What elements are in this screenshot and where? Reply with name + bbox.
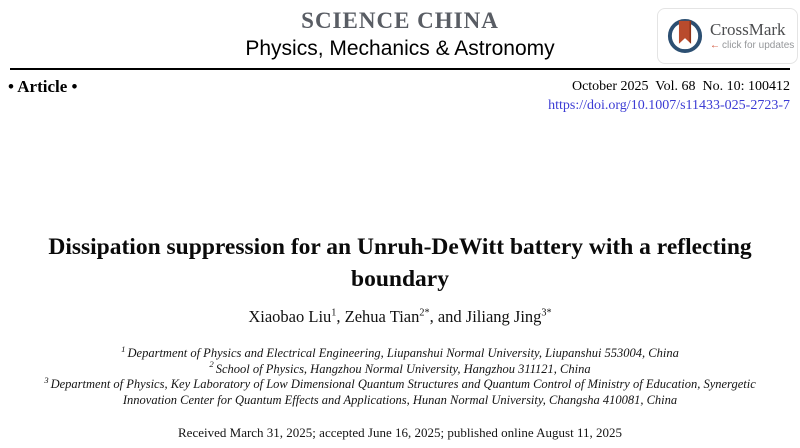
crossmark-logo-icon [666, 17, 704, 55]
author: Zehua Tian2* [344, 307, 430, 326]
authors-line: Xiaobao Liu1, Zehua Tian2*, and Jiliang … [248, 307, 552, 326]
crossmark-tagline: ← click for updates [710, 39, 795, 52]
crossmark-text: CrossMark ← click for updates [710, 19, 795, 52]
affiliation: 1 Department of Physics and Electrical En… [121, 343, 679, 360]
article-type-label: • Article • [8, 77, 78, 96]
meta-row: • Article • October 2025 Vol. 68 No. 10:… [0, 70, 800, 114]
affiliations-block: 1 Department of Physics and Electrical En… [0, 343, 800, 408]
journal-header: SCIENCE CHINA Physics, Mechanics & Astro… [0, 0, 800, 61]
crossmark-title: CrossMark [710, 19, 786, 39]
issue-info: October 2025 Vol. 68 No. 10: 100412 [571, 79, 790, 94]
header-divider [10, 68, 790, 70]
affiliation: 2 School of Physics, Hangzhou Normal Univ… [209, 359, 591, 376]
affiliation: 3 Department of Physics, Key Laboratory o… [44, 374, 756, 407]
crossmark-tagline-label: click for updates [722, 39, 795, 51]
crossmark-badge[interactable]: CrossMark ← click for updates [657, 8, 798, 64]
article-title: Dissipation suppression for an Unruh-DeW… [48, 234, 752, 292]
journal-name: SCIENCE CHINA [301, 8, 499, 33]
crossmark-arrow-icon: ← [710, 39, 720, 51]
author: Jiliang Jing3* [465, 307, 552, 326]
article-history: Received March 31, 2025; accepted June 1… [178, 425, 622, 440]
author: Xiaobao Liu1 [248, 307, 337, 326]
issue-block: October 2025 Vol. 68 No. 10: 100412 http… [548, 77, 790, 114]
journal-subtitle: Physics, Mechanics & Astronomy [245, 37, 555, 60]
doi-link[interactable]: https://doi.org/10.1007/s11433-025-2723-… [548, 98, 790, 113]
